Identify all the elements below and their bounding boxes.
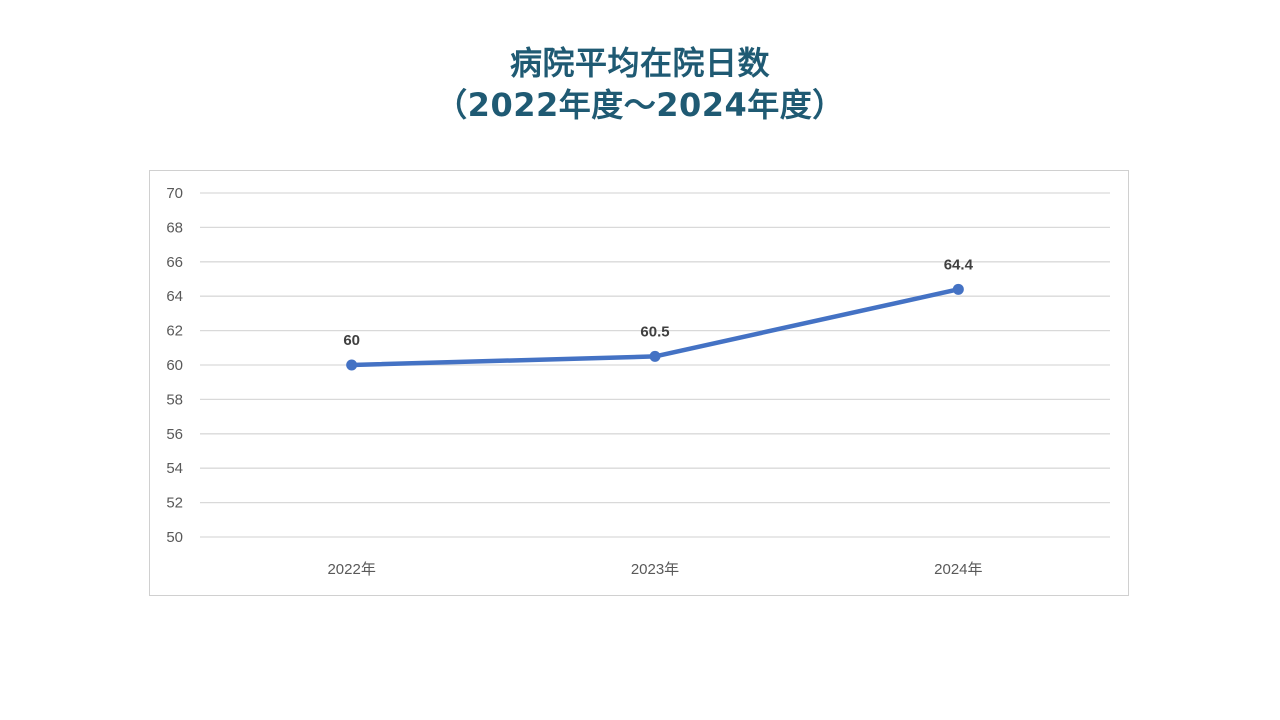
y-tick-label: 54 [166,460,183,477]
data-point [952,283,964,295]
y-tick-label: 66 [166,254,183,271]
x-tick-label: 2024年 [934,561,982,578]
y-tick-label: 60 [166,357,183,374]
x-tick-label: 2022年 [327,561,375,578]
title-line-2: （2022年度～2024年度） [435,86,845,124]
chart-title: 病院平均在院日数 （2022年度～2024年度） [0,42,1280,126]
data-point [346,359,358,371]
data-label: 64.4 [944,256,974,273]
y-tick-label: 52 [166,495,183,512]
y-tick-label: 58 [166,391,183,408]
data-point [649,350,661,362]
chart-frame [149,170,1129,596]
title-line-1: 病院平均在院日数 [509,44,770,82]
y-tick-label: 68 [166,219,183,236]
y-tick-label: 62 [166,323,183,340]
data-label: 60.5 [640,323,669,340]
y-tick-label: 56 [166,426,183,443]
y-tick-label: 64 [166,288,183,305]
y-tick-label: 70 [166,185,183,202]
data-label: 60 [343,332,360,349]
y-tick-label: 50 [166,529,183,546]
x-tick-label: 2023年 [631,561,679,578]
